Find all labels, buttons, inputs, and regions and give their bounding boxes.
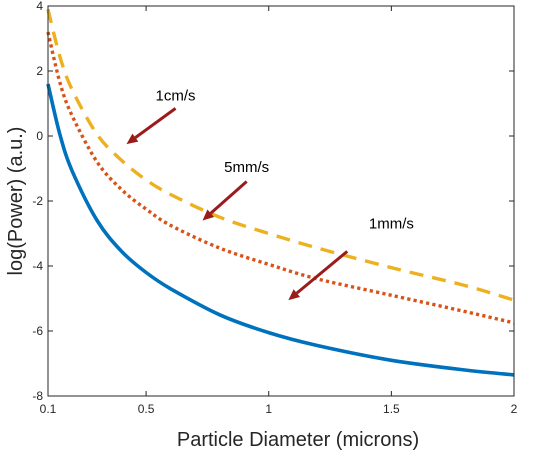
x-tick-label: 0.1 (40, 402, 57, 416)
y-tick-label: -6 (32, 324, 43, 338)
annotation-label: 1mm/s (369, 216, 414, 233)
series-line-solid (46, 83, 515, 377)
y-tick-label: -2 (32, 194, 43, 208)
y-axis-label: log(Power) (a.u.) (5, 127, 27, 276)
annotation-arrow (295, 250, 349, 295)
annotation-layer: 1cm/s 5mm/s 1mm/s (126, 87, 414, 301)
x-tick-label: 1 (265, 402, 272, 416)
annotation-arrow (134, 107, 177, 139)
y-tick-label: -4 (32, 259, 43, 273)
x-tick-label: 2 (511, 402, 518, 416)
annotation-label: 1cm/s (156, 87, 196, 104)
annotation-arrowhead (288, 289, 301, 301)
x-tick-label: 1.5 (383, 402, 400, 416)
x-tick-label: 0.5 (138, 402, 155, 416)
annotation-arrowhead (202, 209, 215, 221)
y-tick-label: 2 (36, 64, 43, 78)
series-line-dashed (46, 8, 515, 302)
ticks-layer: 0.1 0.5 1 1.5 2 -8 -6 -4 -2 0 2 4 (32, 0, 517, 416)
y-tick-label: -8 (32, 389, 43, 403)
y-tick-label: 0 (36, 129, 43, 143)
annotation-arrowhead (126, 133, 139, 145)
x-axis-label: Particle Diameter (microns) (177, 429, 419, 451)
series-layer (46, 8, 515, 377)
series-line-dotted (46, 31, 515, 325)
y-tick-label: 4 (36, 0, 43, 13)
plot-area (48, 6, 514, 396)
annotation-label: 5mm/s (224, 159, 269, 176)
annotation-arrow (209, 180, 248, 215)
